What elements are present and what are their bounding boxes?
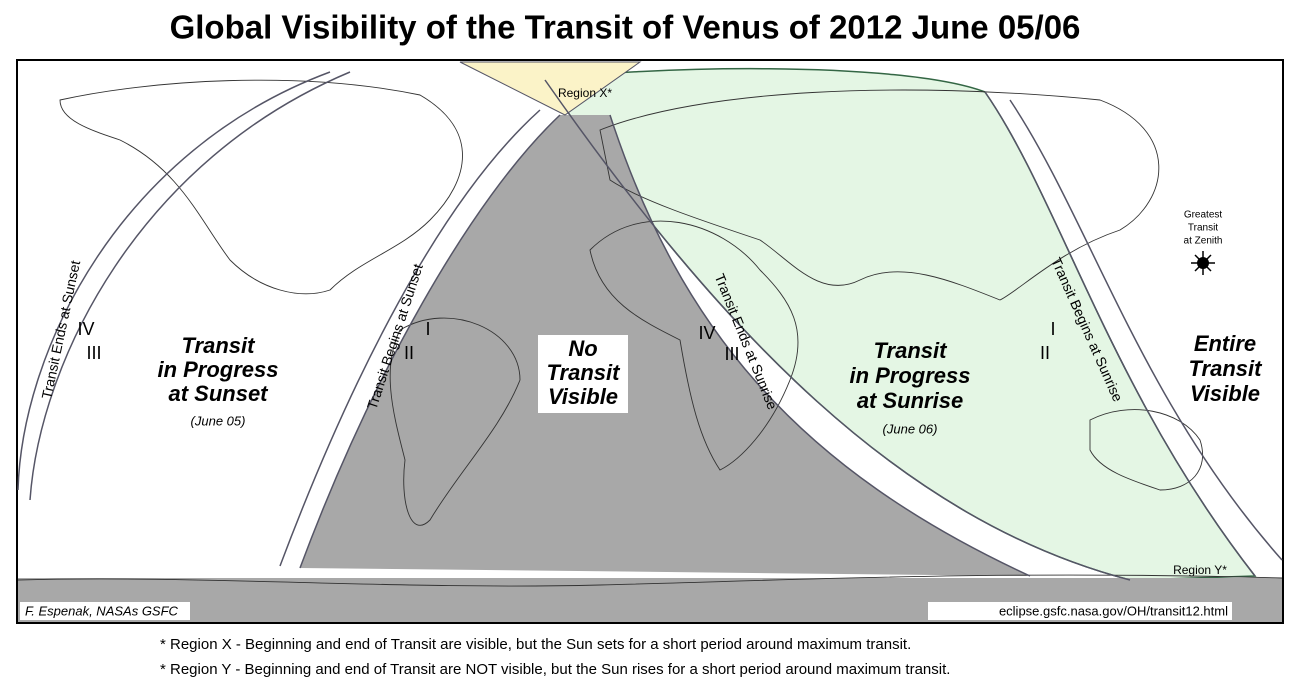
region-label: Transit <box>1189 356 1264 381</box>
contact-label: I <box>1050 319 1055 339</box>
eurasia <box>599 89 1160 301</box>
contact-curve <box>17 71 331 491</box>
date-label: (June 06) <box>883 421 938 436</box>
url: eclipse.gsfc.nasa.gov/OH/transit12.html <box>999 603 1228 618</box>
title: Global Visibility of the Transit of Venu… <box>170 9 1081 46</box>
no-transit-region <box>300 115 1030 576</box>
contact-curve <box>609 114 1031 577</box>
date-label: (June 05) <box>191 413 246 428</box>
region-label: in Progress <box>157 357 278 382</box>
label-box <box>20 602 190 620</box>
region-x-area <box>459 61 642 116</box>
zenith-label: at Zenith <box>1184 236 1223 247</box>
contact-curve <box>544 79 1131 581</box>
label-box <box>928 602 1232 620</box>
credit: F. Espenak, NASAs GSFC <box>25 603 179 618</box>
footnote: * Region X - Beginning and end of Transi… <box>160 636 911 653</box>
footnote: * Region Y - Beginning and end of Transi… <box>160 661 950 678</box>
region-label: at Sunrise <box>857 388 963 413</box>
region-label: in Progress <box>849 363 970 388</box>
south-america <box>389 317 521 526</box>
region-x-label: Region X* <box>558 86 612 100</box>
contact-curve <box>984 91 1256 577</box>
region-label: Transit <box>874 338 949 363</box>
contact-curve <box>1009 99 1283 561</box>
north-america <box>59 79 463 295</box>
region-label: at Sunset <box>168 381 269 406</box>
region-label: Visible <box>548 384 618 409</box>
map: Region X* Greatest Transit at Zenith Tra… <box>16 59 1284 624</box>
africa <box>589 220 799 471</box>
contact-label: III <box>86 343 101 363</box>
region-label: No <box>568 336 597 361</box>
contact-label: II <box>1040 343 1050 363</box>
zenith-label: Transit <box>1188 223 1218 234</box>
contact-curve <box>279 109 541 567</box>
coastline <box>17 574 1283 587</box>
contact-curve <box>29 71 351 501</box>
contact-label: II <box>404 343 414 363</box>
region-label: Transit <box>547 360 622 385</box>
contact-label: IV <box>77 319 94 339</box>
region-label: Entire <box>1194 331 1256 356</box>
contact-label: IV <box>698 323 715 343</box>
zenith-label: Greatest <box>1184 210 1223 221</box>
contact-curve <box>299 114 561 569</box>
label-box <box>538 335 628 413</box>
contact-label: III <box>724 344 739 364</box>
contact-label: I <box>425 319 430 339</box>
region-y-label: Region Y* <box>1173 563 1227 577</box>
region-label: Transit <box>182 333 257 358</box>
region-label: Visible <box>1190 381 1260 406</box>
sun-symbol <box>1191 251 1215 275</box>
